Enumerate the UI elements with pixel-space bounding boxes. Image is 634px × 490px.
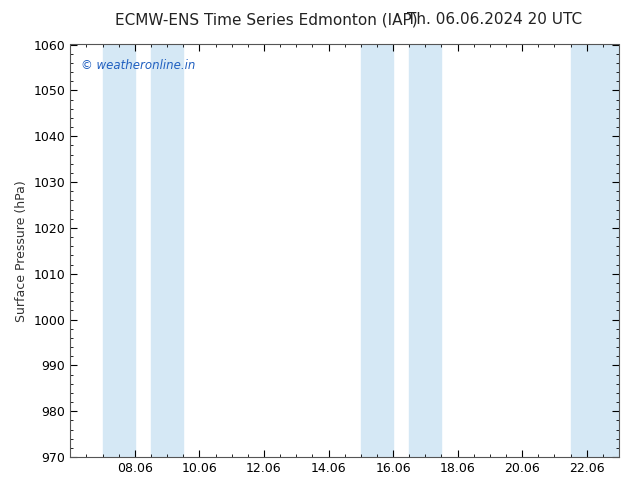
Bar — [103, 45, 135, 457]
Bar — [409, 45, 441, 457]
Bar — [151, 45, 183, 457]
Text: ECMW-ENS Time Series Edmonton (IAP): ECMW-ENS Time Series Edmonton (IAP) — [115, 12, 418, 27]
Text: Th. 06.06.2024 20 UTC: Th. 06.06.2024 20 UTC — [407, 12, 582, 27]
Bar — [361, 45, 393, 457]
Text: © weatheronline.in: © weatheronline.in — [81, 59, 196, 72]
Bar — [571, 45, 619, 457]
Y-axis label: Surface Pressure (hPa): Surface Pressure (hPa) — [15, 180, 28, 322]
